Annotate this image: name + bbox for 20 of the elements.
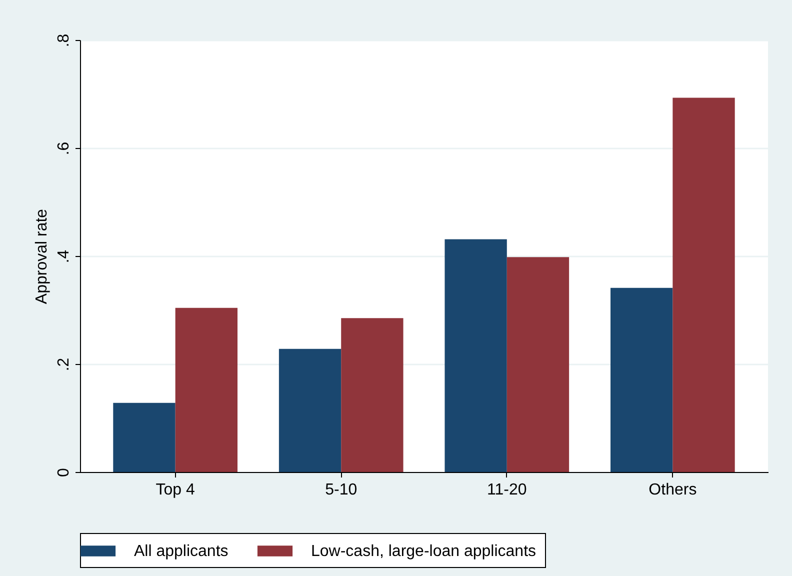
- x-tick-label: 5-10: [325, 482, 358, 498]
- bar: [506, 257, 570, 472]
- y-axis-title: Approval rate: [34, 208, 50, 304]
- bar: [610, 288, 673, 472]
- bar: [175, 308, 238, 472]
- x-tick-label: Others: [648, 482, 697, 498]
- legend-label: All applicants: [134, 543, 228, 560]
- bar: [278, 348, 342, 472]
- x-tick-label: 11-20: [487, 482, 527, 498]
- bar: [341, 318, 404, 472]
- y-tick-label: .4: [56, 250, 72, 264]
- bar: [444, 239, 507, 472]
- bar: [672, 98, 735, 472]
- bar: [113, 402, 176, 472]
- y-tick-label: .2: [56, 358, 72, 372]
- y-tick-label: .6: [56, 142, 72, 156]
- y-tick-label: .8: [56, 34, 72, 48]
- legend-label: Low-cash, large-loan applicants: [311, 543, 536, 560]
- x-tick-label: Top 4: [156, 482, 195, 498]
- y-tick-label: 0: [56, 468, 72, 477]
